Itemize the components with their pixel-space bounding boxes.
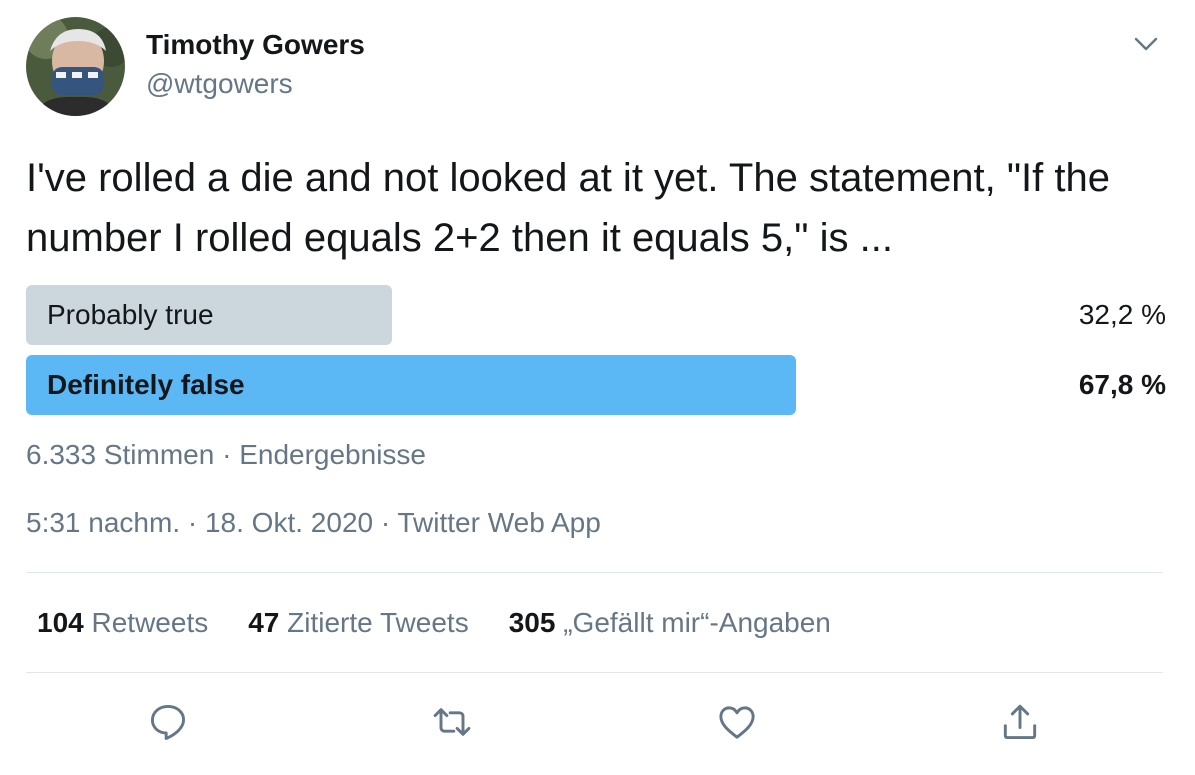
likes-label: „Gefällt mir“-Angaben bbox=[563, 607, 831, 638]
like-icon[interactable] bbox=[715, 700, 759, 744]
divider bbox=[26, 672, 1163, 673]
poll-summary: 6.333 Stimmen · Endergebnisse bbox=[26, 439, 426, 470]
tweet-timestamp[interactable]: 5:31 nachm. · 18. Okt. 2020 · Twitter We… bbox=[26, 507, 601, 538]
poll-bar bbox=[26, 285, 392, 345]
retweets-label: Retweets bbox=[91, 607, 209, 638]
divider bbox=[26, 572, 1163, 573]
quote-tweets-stat[interactable]: 47 Zitierte Tweets bbox=[248, 605, 469, 641]
quote-tweets-count: 47 bbox=[248, 607, 280, 638]
poll-option-percent: 32,2 % bbox=[1078, 299, 1166, 330]
poll-option-definitely-false: Definitely false 67,8 % bbox=[26, 355, 1166, 415]
poll-option-percent: 67,8 % bbox=[1078, 369, 1166, 400]
retweets-stat[interactable]: 104 Retweets bbox=[37, 605, 208, 641]
avatar[interactable] bbox=[26, 17, 125, 116]
poll-bar bbox=[26, 355, 796, 415]
likes-count: 305 bbox=[508, 607, 556, 638]
author-name[interactable]: Timothy Gowers bbox=[146, 29, 365, 60]
more-options-icon[interactable] bbox=[1130, 30, 1162, 58]
author-handle[interactable]: @wtgowers bbox=[146, 68, 293, 99]
engagement-stats: 104 Retweets 47 Zitierte Tweets 305 „Gefäl… bbox=[37, 605, 871, 641]
poll-option-probably-true: Probably true 32,2 % bbox=[26, 285, 1166, 345]
poll-option-label: Probably true bbox=[47, 299, 214, 330]
tweet-text: I've rolled a die and not looked at it y… bbox=[26, 156, 1110, 260]
reply-icon[interactable] bbox=[146, 700, 190, 744]
quote-tweets-label: Zitierte Tweets bbox=[287, 607, 469, 638]
share-icon[interactable] bbox=[998, 700, 1042, 744]
retweets-count: 104 bbox=[37, 607, 84, 638]
likes-stat[interactable]: 305 „Gefällt mir“-Angaben bbox=[509, 605, 831, 641]
retweet-icon[interactable] bbox=[430, 700, 474, 744]
poll-option-label: Definitely false bbox=[47, 369, 245, 400]
